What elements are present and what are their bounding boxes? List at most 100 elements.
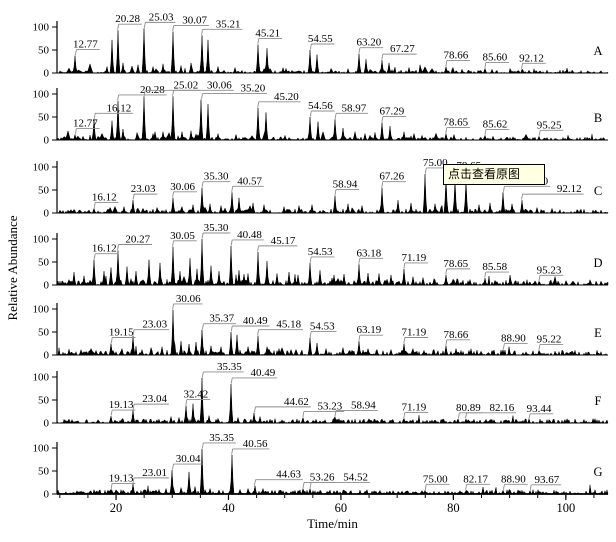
panel-letter: G xyxy=(593,465,602,479)
tick-or-peak-label: 100 xyxy=(33,443,50,455)
trace-B xyxy=(56,96,609,141)
peak-label: 95.22 xyxy=(537,333,562,345)
peak-label: 82.17 xyxy=(463,473,488,485)
peak-label: 85.58 xyxy=(482,261,507,273)
peak-label: 45.18 xyxy=(276,319,301,331)
peak-label: 78.65 xyxy=(443,117,468,129)
peak-label: 35.20 xyxy=(241,83,266,95)
tick-or-peak-label: 50 xyxy=(38,112,50,124)
x-tick-label: 80 xyxy=(447,501,460,515)
tick-or-peak-label: 50 xyxy=(38,466,50,478)
tick-or-peak-label: 50 xyxy=(38,45,50,57)
peak-label: 44.62 xyxy=(284,396,309,408)
peak-label: 78.65 xyxy=(443,258,468,270)
peak-label: 82.16 xyxy=(490,402,515,414)
tick-or-peak-label: 100 xyxy=(33,89,50,101)
x-axis-title: Time/min xyxy=(307,516,358,531)
tick-or-peak-label: 0 xyxy=(44,208,50,220)
peak-label: 30.06 xyxy=(176,293,201,305)
peak-label: 95.23 xyxy=(537,264,562,276)
tick-or-peak-label: 100 xyxy=(33,234,50,246)
peak-label: 40.56 xyxy=(243,438,268,450)
peak-label: 80.89 xyxy=(456,402,481,414)
peak-label: 63.19 xyxy=(356,324,381,336)
panel-E: 0 50 100 19.15 23.03 30.06 35.37 40.49 45.18 54.5… xyxy=(33,293,609,362)
peak-label: 53.26 xyxy=(310,471,335,483)
x-axis: 20 40 60 80 100 xyxy=(59,495,595,515)
peak-label: 35.37 xyxy=(209,313,234,325)
peak-label: 67.29 xyxy=(380,106,405,118)
peak-label: 75.00 xyxy=(423,473,448,485)
peak-label: 35.30 xyxy=(204,222,229,234)
peak-label: 45.21 xyxy=(255,27,280,39)
peak-label: 16.12 xyxy=(92,191,117,203)
peak-label: 44.63 xyxy=(276,469,301,481)
peak-label: 54.53 xyxy=(308,246,333,258)
peak-label: 54.55 xyxy=(308,33,333,45)
peak-label: 30.04 xyxy=(176,453,201,465)
panel-letter: D xyxy=(593,256,602,270)
peak-label: 54.53 xyxy=(310,321,335,333)
peak-label: 40.49 xyxy=(243,315,268,327)
peak-label: 75.00 xyxy=(423,157,448,169)
peak-label: 40.57 xyxy=(237,175,262,187)
peak-label: 12.77 xyxy=(73,117,98,129)
peak-label: 30.06 xyxy=(207,79,232,91)
peak-label: 53.23 xyxy=(317,400,342,412)
peak-label: 25.03 xyxy=(149,11,174,23)
peak-label: 25.02 xyxy=(174,79,199,91)
peak-label: 19.13 xyxy=(109,399,134,411)
peak-label: 30.05 xyxy=(170,230,195,242)
peak-label: 30.07 xyxy=(182,15,207,27)
peak-label: 45.17 xyxy=(271,235,296,247)
tick-or-peak-label: 0 xyxy=(44,68,50,80)
tick-or-peak-label: 0 xyxy=(44,280,50,292)
peak-label: 92.12 xyxy=(519,52,544,64)
peak-label: 20.28 xyxy=(115,13,140,25)
panel-D: 0 50 100 16.12 20.27 30.05 35.30 40.48 45.17 54.5… xyxy=(33,222,609,292)
peak-label: 30.06 xyxy=(170,181,195,193)
peak-label: 93.67 xyxy=(535,474,560,486)
panel-A: 0 50 100 12.77 20.28 25.03 30.07 35.21 45.21 54.5… xyxy=(33,11,609,80)
peak-label: 58.94 xyxy=(351,400,376,412)
peak-label: 63.20 xyxy=(357,37,382,49)
peak-label: 85.62 xyxy=(483,118,508,130)
peak-label: 35.35 xyxy=(209,432,234,444)
peak-label: 35.21 xyxy=(216,18,241,30)
peak-label: 93.44 xyxy=(527,403,552,415)
tick-or-peak-label: 0 xyxy=(44,135,50,147)
peak-label: 35.35 xyxy=(217,361,242,373)
peak-label: 78.66 xyxy=(443,329,468,341)
trace-D xyxy=(56,238,609,286)
peak-label: 23.04 xyxy=(142,393,167,405)
peak-label: 54.52 xyxy=(343,471,368,483)
tick-or-peak-label: 50 xyxy=(38,327,50,339)
peak-label: 16.12 xyxy=(92,243,117,255)
peak-label: 20.27 xyxy=(125,234,150,246)
peak-label: 58.97 xyxy=(341,102,366,114)
peak-label: 71.19 xyxy=(401,327,426,339)
peak-label: 63.18 xyxy=(356,247,381,259)
view-original-tooltip[interactable]: 点击查看原图 xyxy=(443,164,545,185)
y-axis-title: Relative Abundance xyxy=(5,215,20,321)
peak-label: 54.56 xyxy=(308,100,333,112)
peak-label: 88.90 xyxy=(501,332,526,344)
tick-or-peak-label: 0 xyxy=(44,489,50,501)
peak-label: 23.03 xyxy=(142,319,167,331)
peak-label: 95.25 xyxy=(537,119,562,131)
peak-label: 23.03 xyxy=(131,183,156,195)
peak-label: 40.48 xyxy=(237,229,262,241)
peak-label: 19.15 xyxy=(109,327,134,339)
tick-or-peak-label: 50 xyxy=(38,257,50,269)
peak-label: 35.30 xyxy=(204,171,229,183)
x-tick-label: 60 xyxy=(335,501,348,515)
peak-label: 78.66 xyxy=(443,50,468,62)
peak-label: 32.42 xyxy=(183,389,208,401)
x-tick-label: 20 xyxy=(110,501,123,515)
peak-label: 19.13 xyxy=(109,472,134,484)
peak-label: 67.26 xyxy=(379,171,404,183)
tick-or-peak-label: 0 xyxy=(44,418,50,430)
